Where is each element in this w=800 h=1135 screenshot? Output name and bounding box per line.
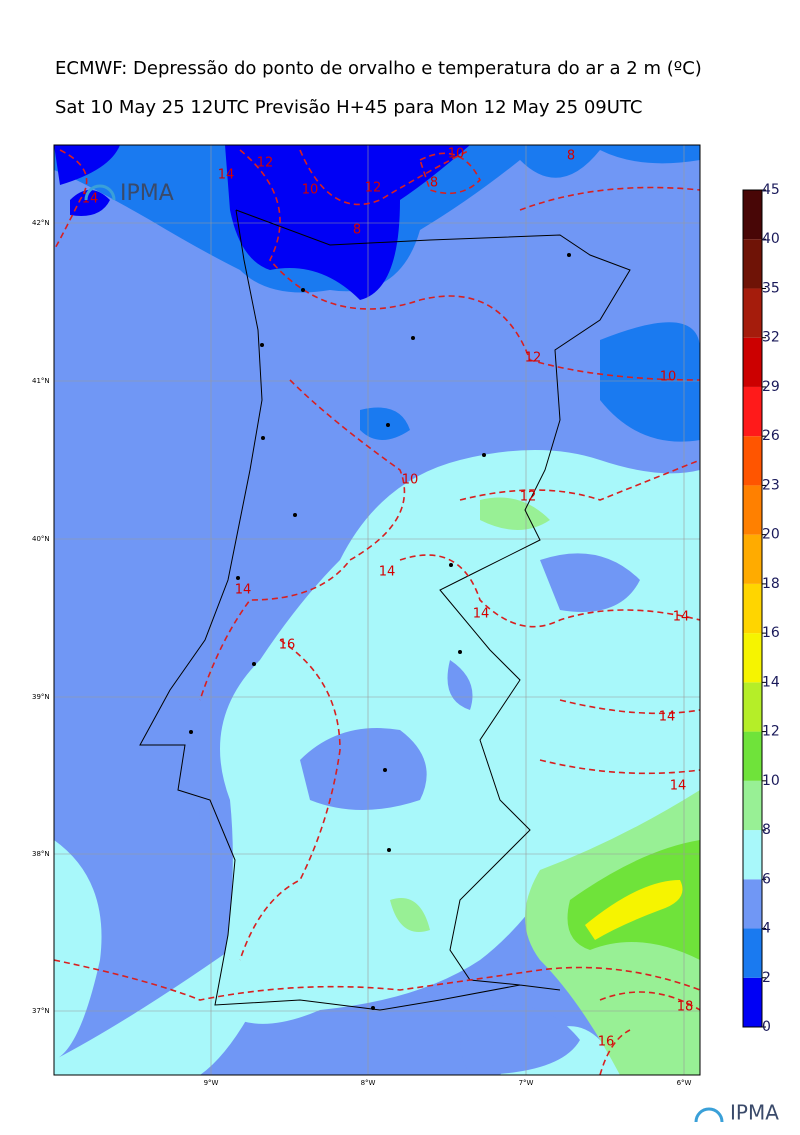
contour-label: 18	[677, 1000, 694, 1015]
contour-label: 8	[567, 149, 575, 164]
lat-label: 41°N	[32, 377, 50, 385]
colorbar-tick-label: 23	[762, 477, 780, 493]
colorbar-tick-label: 14	[762, 674, 780, 690]
coastline-border	[139, 209, 631, 1011]
region	[199, 553, 640, 1075]
colorbar-band	[743, 682, 762, 732]
colorbar-tick-label: 20	[762, 527, 780, 543]
contour-label: 12	[365, 181, 382, 196]
region	[585, 880, 683, 940]
contour-label: 10	[302, 183, 319, 198]
colorbar-band	[743, 928, 762, 978]
contour-label: 16	[279, 638, 296, 653]
contour-label: 14	[235, 583, 252, 598]
lat-label: 40°N	[32, 535, 50, 543]
contour-label: 14	[473, 607, 490, 622]
colorbar-band	[743, 830, 762, 880]
colorbar-band	[743, 780, 762, 831]
contour-label: 10	[448, 147, 465, 162]
colorbar-frame	[742, 189, 763, 1028]
colorbar-tick-label: 16	[762, 625, 780, 641]
footer-logo: IPMA	[694, 1101, 779, 1125]
colorbar-band	[743, 288, 762, 338]
contour-label: 14	[379, 565, 396, 580]
region	[54, 145, 470, 300]
contour-label: 10	[402, 473, 419, 488]
colorbar: 0 2 4 6 8 10 12 14 16 18 20 23 26 29 32 35 40 45	[742, 182, 780, 1035]
contour-label: 8	[353, 223, 361, 238]
graticule	[54, 145, 700, 1075]
colorbar-band	[743, 534, 762, 584]
lat-label: 39°N	[32, 693, 50, 701]
colorbar-band	[743, 633, 762, 683]
colorbar-tick-label: 32	[762, 330, 780, 346]
lon-label: 6°W	[677, 1079, 692, 1087]
contour-label: 12	[520, 490, 537, 505]
colorbar-tick-label: 0	[762, 1019, 771, 1035]
lat-label: 42°N	[32, 219, 50, 227]
colorbar-band	[743, 583, 762, 634]
lat-labels: 42°N 41°N 40°N 39°N 38°N 37°N	[32, 219, 50, 1015]
colorbar-band	[743, 731, 762, 781]
colorbar-band	[743, 386, 762, 437]
colorbar-tick-label: 29	[762, 379, 780, 395]
region	[360, 322, 700, 442]
colorbar-tick-label: 26	[762, 428, 780, 444]
colorbar-tick-label: 40	[762, 231, 780, 247]
lon-label: 9°W	[204, 1079, 219, 1087]
colorbar-tick-label: 10	[762, 773, 780, 789]
footer-logo-text: IPMA	[730, 1101, 779, 1125]
cities	[189, 253, 571, 1010]
colorbar-tick-label: 8	[762, 822, 771, 838]
colorbar-band	[743, 239, 762, 289]
colorbar-band	[743, 879, 762, 929]
contour-label: 12	[525, 351, 542, 366]
lat-label: 37°N	[32, 1007, 50, 1015]
contour-label: 14	[673, 610, 690, 625]
colorbar-tick-label: 2	[762, 970, 771, 986]
map-frame	[53, 144, 701, 1076]
colorbar-tick-label: 45	[762, 182, 780, 198]
colorbar-band	[743, 190, 762, 240]
contour-label: 8	[430, 176, 438, 191]
map: 14 12 10 12 10 8 8 8 14 12 10 10 12 14 1…	[54, 145, 700, 1075]
colorbar-tick-label: 4	[762, 921, 771, 937]
colorbar-tick-label: 35	[762, 280, 780, 296]
contour-label: 14	[218, 168, 235, 183]
contour-label: 16	[598, 1035, 615, 1050]
colorbar-band	[743, 337, 762, 387]
contour-label: 14	[82, 192, 99, 207]
colorbar-band	[743, 485, 762, 535]
lon-labels: 9°W 8°W 7°W 6°W	[204, 1079, 692, 1087]
map-logo-text: IPMA	[120, 181, 174, 206]
title: ECMWF: Depressão do ponto de orvalho e t…	[55, 58, 702, 79]
lat-label: 38°N	[32, 850, 50, 858]
colorbar-tick-label: 12	[762, 724, 780, 740]
contour-label: 14	[670, 779, 687, 794]
contour-label: 10	[660, 370, 677, 385]
colorbar-tick-label: 18	[762, 576, 780, 592]
colorbar-tick-label: 6	[762, 871, 771, 887]
contour-label: 12	[257, 156, 274, 171]
subtitle: Sat 10 May 25 12UTC Previsão H+45 para M…	[55, 97, 642, 118]
colorbar-band	[743, 436, 762, 486]
lon-label: 7°W	[519, 1079, 534, 1087]
lon-label: 8°W	[361, 1079, 376, 1087]
map-logo: IPMA	[84, 181, 174, 206]
colorbar-band	[743, 977, 762, 1027]
contour-labels: 14 12 10 12 10 8 8 8 14 12 10 10 12 14 1…	[82, 147, 694, 1050]
contour-label: 14	[659, 710, 676, 725]
contours	[54, 149, 700, 1075]
